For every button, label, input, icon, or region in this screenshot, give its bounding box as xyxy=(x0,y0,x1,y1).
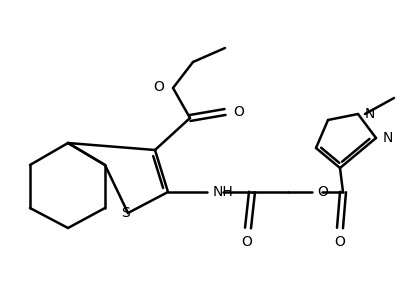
Text: O: O xyxy=(334,235,345,249)
Text: N: N xyxy=(383,131,393,145)
Text: NH: NH xyxy=(213,185,234,199)
Text: O: O xyxy=(317,185,328,199)
Text: O: O xyxy=(233,105,244,119)
Text: O: O xyxy=(241,235,253,249)
Text: S: S xyxy=(121,206,130,220)
Text: N: N xyxy=(365,107,375,121)
Text: O: O xyxy=(153,80,164,94)
